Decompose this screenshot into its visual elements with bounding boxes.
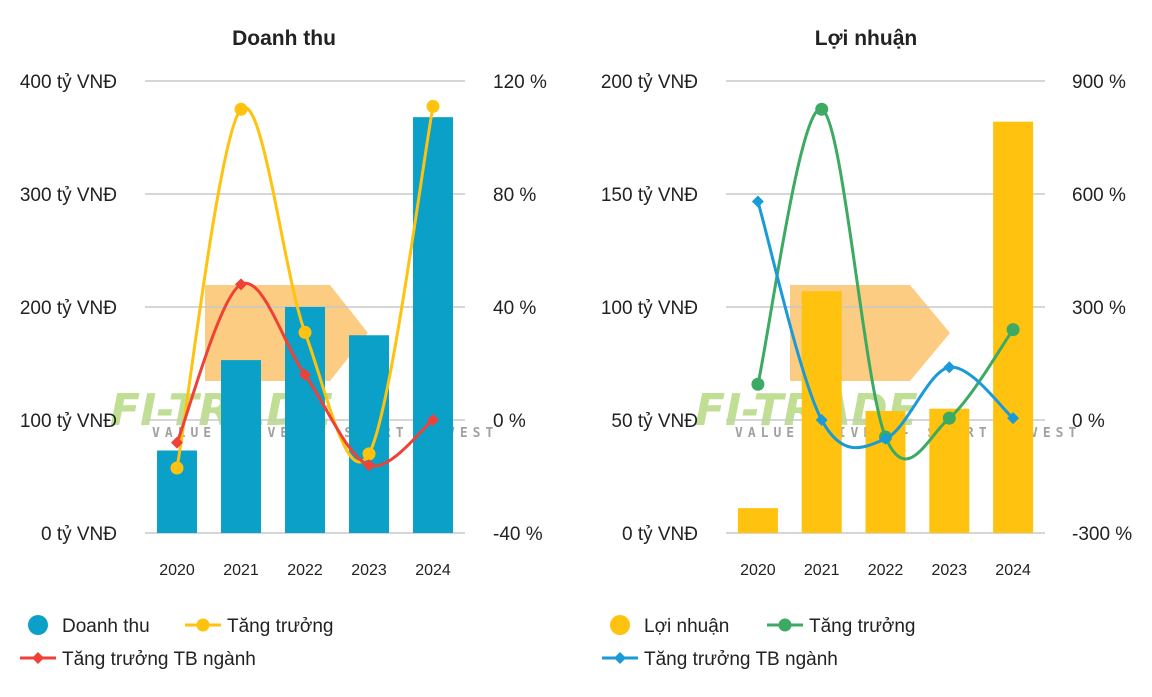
x-axis-tick-label: 2020 [740,562,776,579]
bar-2020 [737,508,778,533]
legend-revenue: Doanh thu Tăng trưởng Tăng trưởng TB ngành [20,615,334,670]
left-axis-tick-label: 100 tỷ VNĐ [20,411,117,432]
x-axis-tick-label: 2024 [415,562,451,579]
bar-2023 [929,408,970,533]
point-marker-2020 [170,461,184,475]
left-axis-tick-label: 400 tỷ VNĐ [20,72,117,93]
right-axis-tick-label: 300 % [1072,298,1126,319]
chart-profit: 0 tỷ VNĐ -300 % 50 tỷ VNĐ 0 % 100 tỷ VNĐ 300 … [601,72,1132,579]
legend-label: Lợi nhuận [644,616,729,637]
right-axis-tick-label: 900 % [1072,72,1126,93]
diamond-marker-2023 [363,459,375,472]
left-axis-tick-label: 0 tỷ VNĐ [41,524,117,545]
diamond-marker-2020 [751,195,764,208]
point-marker-2020 [751,377,765,391]
x-axis-tick-label: 2022 [868,562,904,579]
legend-swatch-circle-icon [778,618,792,632]
left-axis-tick-label: 50 tỷ VNĐ [611,411,698,432]
right-axis-tick-label: -300 % [1072,524,1132,545]
legend-profit: Lợi nhuận Tăng trưởng Tăng trưởng TB ngành [602,615,916,670]
diamond-marker-2022 [879,432,892,445]
legend-label: Doanh thu [62,616,150,637]
point-marker-2023 [362,447,376,461]
legend-swatch-circle-icon [196,618,210,632]
bar-2021 [221,360,261,533]
right-axis-tick-label: 40 % [493,298,536,319]
x-axis-tick-label: 2023 [932,562,968,579]
legends-layer: Doanh thu Tăng trưởng Tăng trưởng TB ngành… [20,615,916,670]
x-axis-tick-label: 2023 [351,562,387,579]
diamond-marker-2022 [299,368,311,381]
series-line-2 [756,201,1015,450]
legend-swatch-diamond-icon [32,652,44,664]
legend-label: Tăng trưởng [809,616,916,637]
legend-swatch-diamond-icon [614,652,626,664]
point-marker-2022 [298,325,312,339]
diamond-marker-2024 [1007,412,1020,425]
point-marker-2024 [426,99,440,113]
legend-label: Tăng trưởng TB ngành [644,649,838,670]
bar-2023 [349,335,389,533]
legend-label: Tăng trưởng [227,616,334,637]
diamond-marker-2021 [235,278,247,291]
bar-2021 [801,291,842,533]
right-axis-tick-label: 0 % [493,411,526,432]
legend-label: Tăng trưởng TB ngành [62,649,256,670]
x-axis-tick-label: 2024 [995,562,1031,579]
bar-2022 [865,410,906,533]
plots-layer: 0 tỷ VNĐ -40 % 100 tỷ VNĐ 0 % 200 tỷ VNĐ 40 %… [20,72,1132,579]
right-axis-tick-label: -40 % [493,524,543,545]
legend-swatch-circle-icon [610,615,630,635]
profit-chart-title: Lợi nhuận [815,27,917,50]
right-axis-tick-label: 600 % [1072,185,1126,206]
series-line-2 [175,281,434,468]
point-marker-2023 [942,411,956,425]
left-axis-tick-label: 300 tỷ VNĐ [20,185,117,206]
diamond-marker-2020 [171,436,183,449]
revenue-chart-title: Doanh thu [232,27,336,50]
right-axis-tick-label: 0 % [1072,411,1105,432]
diamond-marker-2023 [943,361,956,374]
x-axis-tick-label: 2021 [223,562,259,579]
left-axis-tick-label: 0 tỷ VNĐ [622,524,698,545]
point-marker-2021 [815,102,829,116]
left-axis-tick-label: 200 tỷ VNĐ [20,298,117,319]
right-axis-tick-label: 80 % [493,185,536,206]
left-axis-tick-label: 200 tỷ VNĐ [601,72,698,93]
diamond-marker-2021 [815,414,828,426]
left-axis-tick-label: 100 tỷ VNĐ [601,298,698,319]
diamond-marker-2024 [427,414,439,426]
point-marker-2024 [1006,323,1020,337]
left-axis-tick-label: 150 tỷ VNĐ [601,185,698,206]
x-axis-tick-label: 2021 [804,562,840,579]
legend-swatch-circle-icon [28,615,48,635]
bar-2022 [285,307,325,533]
chart-revenue: 0 tỷ VNĐ -40 % 100 tỷ VNĐ 0 % 200 tỷ VNĐ 40 %… [20,72,547,579]
x-axis-tick-label: 2020 [159,562,195,579]
x-axis-tick-label: 2022 [287,562,323,579]
right-axis-tick-label: 120 % [493,72,547,93]
point-marker-2021 [234,102,248,116]
bar-2024 [413,117,453,533]
